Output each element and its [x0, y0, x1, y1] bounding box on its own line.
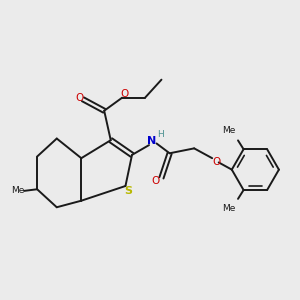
- Text: H: H: [157, 130, 164, 139]
- Text: O: O: [121, 89, 129, 99]
- Text: Me: Me: [11, 186, 24, 195]
- Text: N: N: [147, 136, 156, 146]
- Text: O: O: [76, 93, 84, 103]
- Text: Me: Me: [222, 204, 236, 213]
- Text: O: O: [212, 158, 220, 167]
- Text: S: S: [124, 186, 132, 196]
- Text: O: O: [152, 176, 160, 186]
- Text: Me: Me: [222, 126, 236, 135]
